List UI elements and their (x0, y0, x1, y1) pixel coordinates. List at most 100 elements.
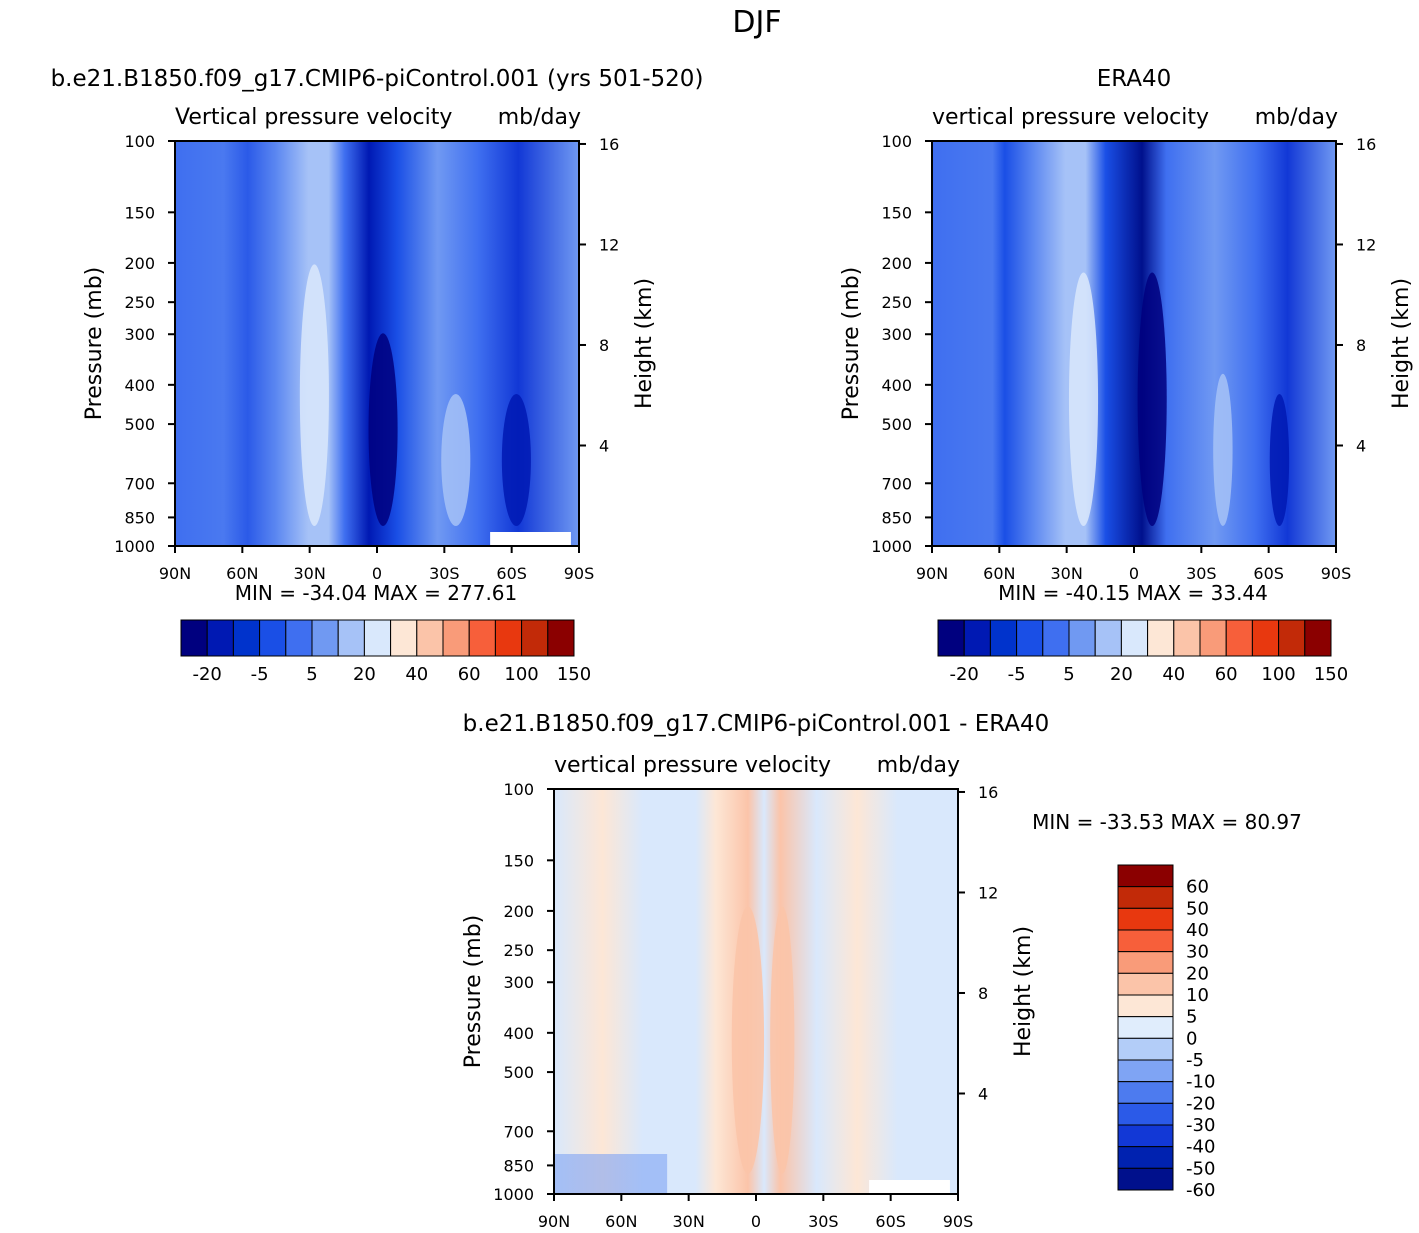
x-tick-label: 60N (983, 564, 1015, 583)
contour-band (731, 906, 765, 1174)
colorbar-box (1117, 951, 1174, 974)
y-axis-label: Pressure (mb) (839, 267, 864, 421)
y-right-tick-label: 4 (978, 1084, 988, 1103)
min-max-label: MIN = -34.04 MAX = 277.61 (235, 581, 518, 605)
y-tick-label: 500 (124, 415, 155, 434)
y-right-tick-label: 4 (1356, 436, 1366, 455)
chart-panel-1: b.e21.B1850.f09_g17.CMIP6-piControl.001 … (51, 66, 704, 685)
y-axis-label: Pressure (mb) (82, 267, 107, 421)
y-axis-label: Pressure (mb) (461, 915, 486, 1069)
y-tick-label: 850 (503, 1156, 534, 1175)
colorbar-box (1117, 1081, 1174, 1104)
colorbar-label: 20 (1110, 664, 1133, 685)
colorbar-label: 40 (1162, 664, 1185, 685)
colorbar-label: 100 (504, 664, 538, 685)
y-tick-label: 400 (503, 1024, 534, 1043)
colorbar-box (1094, 619, 1122, 657)
colorbar-box (390, 619, 418, 657)
y-tick-label: 150 (124, 203, 155, 222)
y-tick-label: 1000 (114, 537, 155, 556)
colorbar-box (1117, 1167, 1174, 1191)
colorbar-box (1117, 1102, 1174, 1126)
colorbar-box (363, 619, 392, 657)
colorbar-label: 60 (1186, 877, 1209, 898)
colorbar-box (180, 619, 208, 657)
y-right-tick-label: 12 (1356, 235, 1376, 254)
colorbar-label: -20 (1186, 1093, 1215, 1114)
colorbar-label: 30 (1186, 942, 1209, 963)
y-tick-label: 1000 (493, 1185, 534, 1204)
colorbar-box (1117, 994, 1174, 1018)
colorbar-label: -40 (1186, 1137, 1215, 1158)
colorbar-label: -50 (1186, 1158, 1215, 1179)
colorbar-box (1068, 619, 1096, 657)
colorbar-box (1173, 619, 1201, 657)
colorbar-label: 150 (557, 664, 591, 685)
x-tick-label: 60S (1253, 564, 1284, 583)
x-tick-label: 30N (294, 564, 326, 583)
subtitle-units: mb/day (1255, 105, 1338, 130)
x-tick-label: 90S (1321, 564, 1352, 583)
subtitle-units: mb/day (877, 753, 960, 778)
colorbar-box (963, 619, 991, 657)
colorbar-label: -5 (251, 664, 269, 685)
colorbar-box (494, 619, 523, 657)
contour-band (554, 1154, 668, 1194)
y-tick-label: 300 (124, 325, 155, 344)
colorbar-box (1117, 1059, 1174, 1083)
contour-field (932, 141, 1336, 546)
x-tick-label: 90N (538, 1212, 570, 1231)
colorbar-box (521, 619, 549, 657)
colorbar-box (1117, 1037, 1174, 1061)
colorbar-label: -20 (949, 664, 978, 685)
min-max-label: MIN = -33.53 MAX = 80.97 (1032, 810, 1302, 834)
colorbar-label: 40 (1186, 920, 1209, 941)
colorbar-box (416, 619, 444, 657)
y-tick-label: 500 (503, 1063, 534, 1082)
colorbar-box (1117, 907, 1174, 931)
y-tick-label: 100 (881, 132, 912, 151)
y-right-tick-label: 8 (1356, 336, 1366, 355)
y-right-tick-label: 4 (599, 436, 609, 455)
colorbar-box (1251, 619, 1280, 657)
colorbar-box (337, 619, 365, 657)
colorbar-label: -20 (192, 664, 221, 685)
figure-title: DJF (732, 5, 781, 40)
y-tick-label: 850 (881, 508, 912, 527)
y-tick-label: 1000 (871, 537, 912, 556)
colorbar-box (547, 619, 575, 657)
colorbar-label: 10 (1186, 985, 1209, 1006)
contour-band (1137, 272, 1167, 526)
colorbar-label: -5 (1008, 664, 1026, 685)
colorbar-label: 20 (1186, 963, 1209, 984)
chart-title: ERA40 (1097, 66, 1172, 92)
colorbar-box (1117, 972, 1174, 996)
missing-data-region (869, 1180, 950, 1194)
colorbar-box (1117, 1124, 1174, 1148)
colorbar-label: 60 (458, 664, 481, 685)
x-tick-label: 30S (808, 1212, 839, 1231)
y-tick-label: 400 (124, 376, 155, 395)
x-tick-label: 0 (751, 1212, 761, 1231)
contour-band (1269, 394, 1290, 526)
y-tick-label: 200 (503, 902, 534, 921)
x-tick-label: 30N (673, 1212, 705, 1231)
colorbar-box (259, 619, 287, 657)
colorbar-box (1304, 619, 1332, 657)
colorbar-box (1225, 619, 1253, 657)
x-tick-label: 90N (916, 564, 948, 583)
y-tick-label: 300 (881, 325, 912, 344)
x-tick-label: 60N (226, 564, 258, 583)
y-right-tick-label: 8 (978, 984, 988, 1003)
chart-panel-2: ERA40 vertical pressure velocity mb/day 90N… (839, 66, 1414, 685)
x-tick-label: 30N (1051, 564, 1083, 583)
colorbar-label: 20 (353, 664, 376, 685)
y-tick-label: 400 (881, 376, 912, 395)
y-tick-label: 700 (124, 474, 155, 493)
colorbar-label: -10 (1186, 1072, 1215, 1093)
colorbar-box (206, 619, 234, 657)
colorbar-label: 5 (1063, 664, 1074, 685)
y-tick-label: 150 (503, 851, 534, 870)
subtitle-variable: Vertical pressure velocity (175, 105, 452, 130)
